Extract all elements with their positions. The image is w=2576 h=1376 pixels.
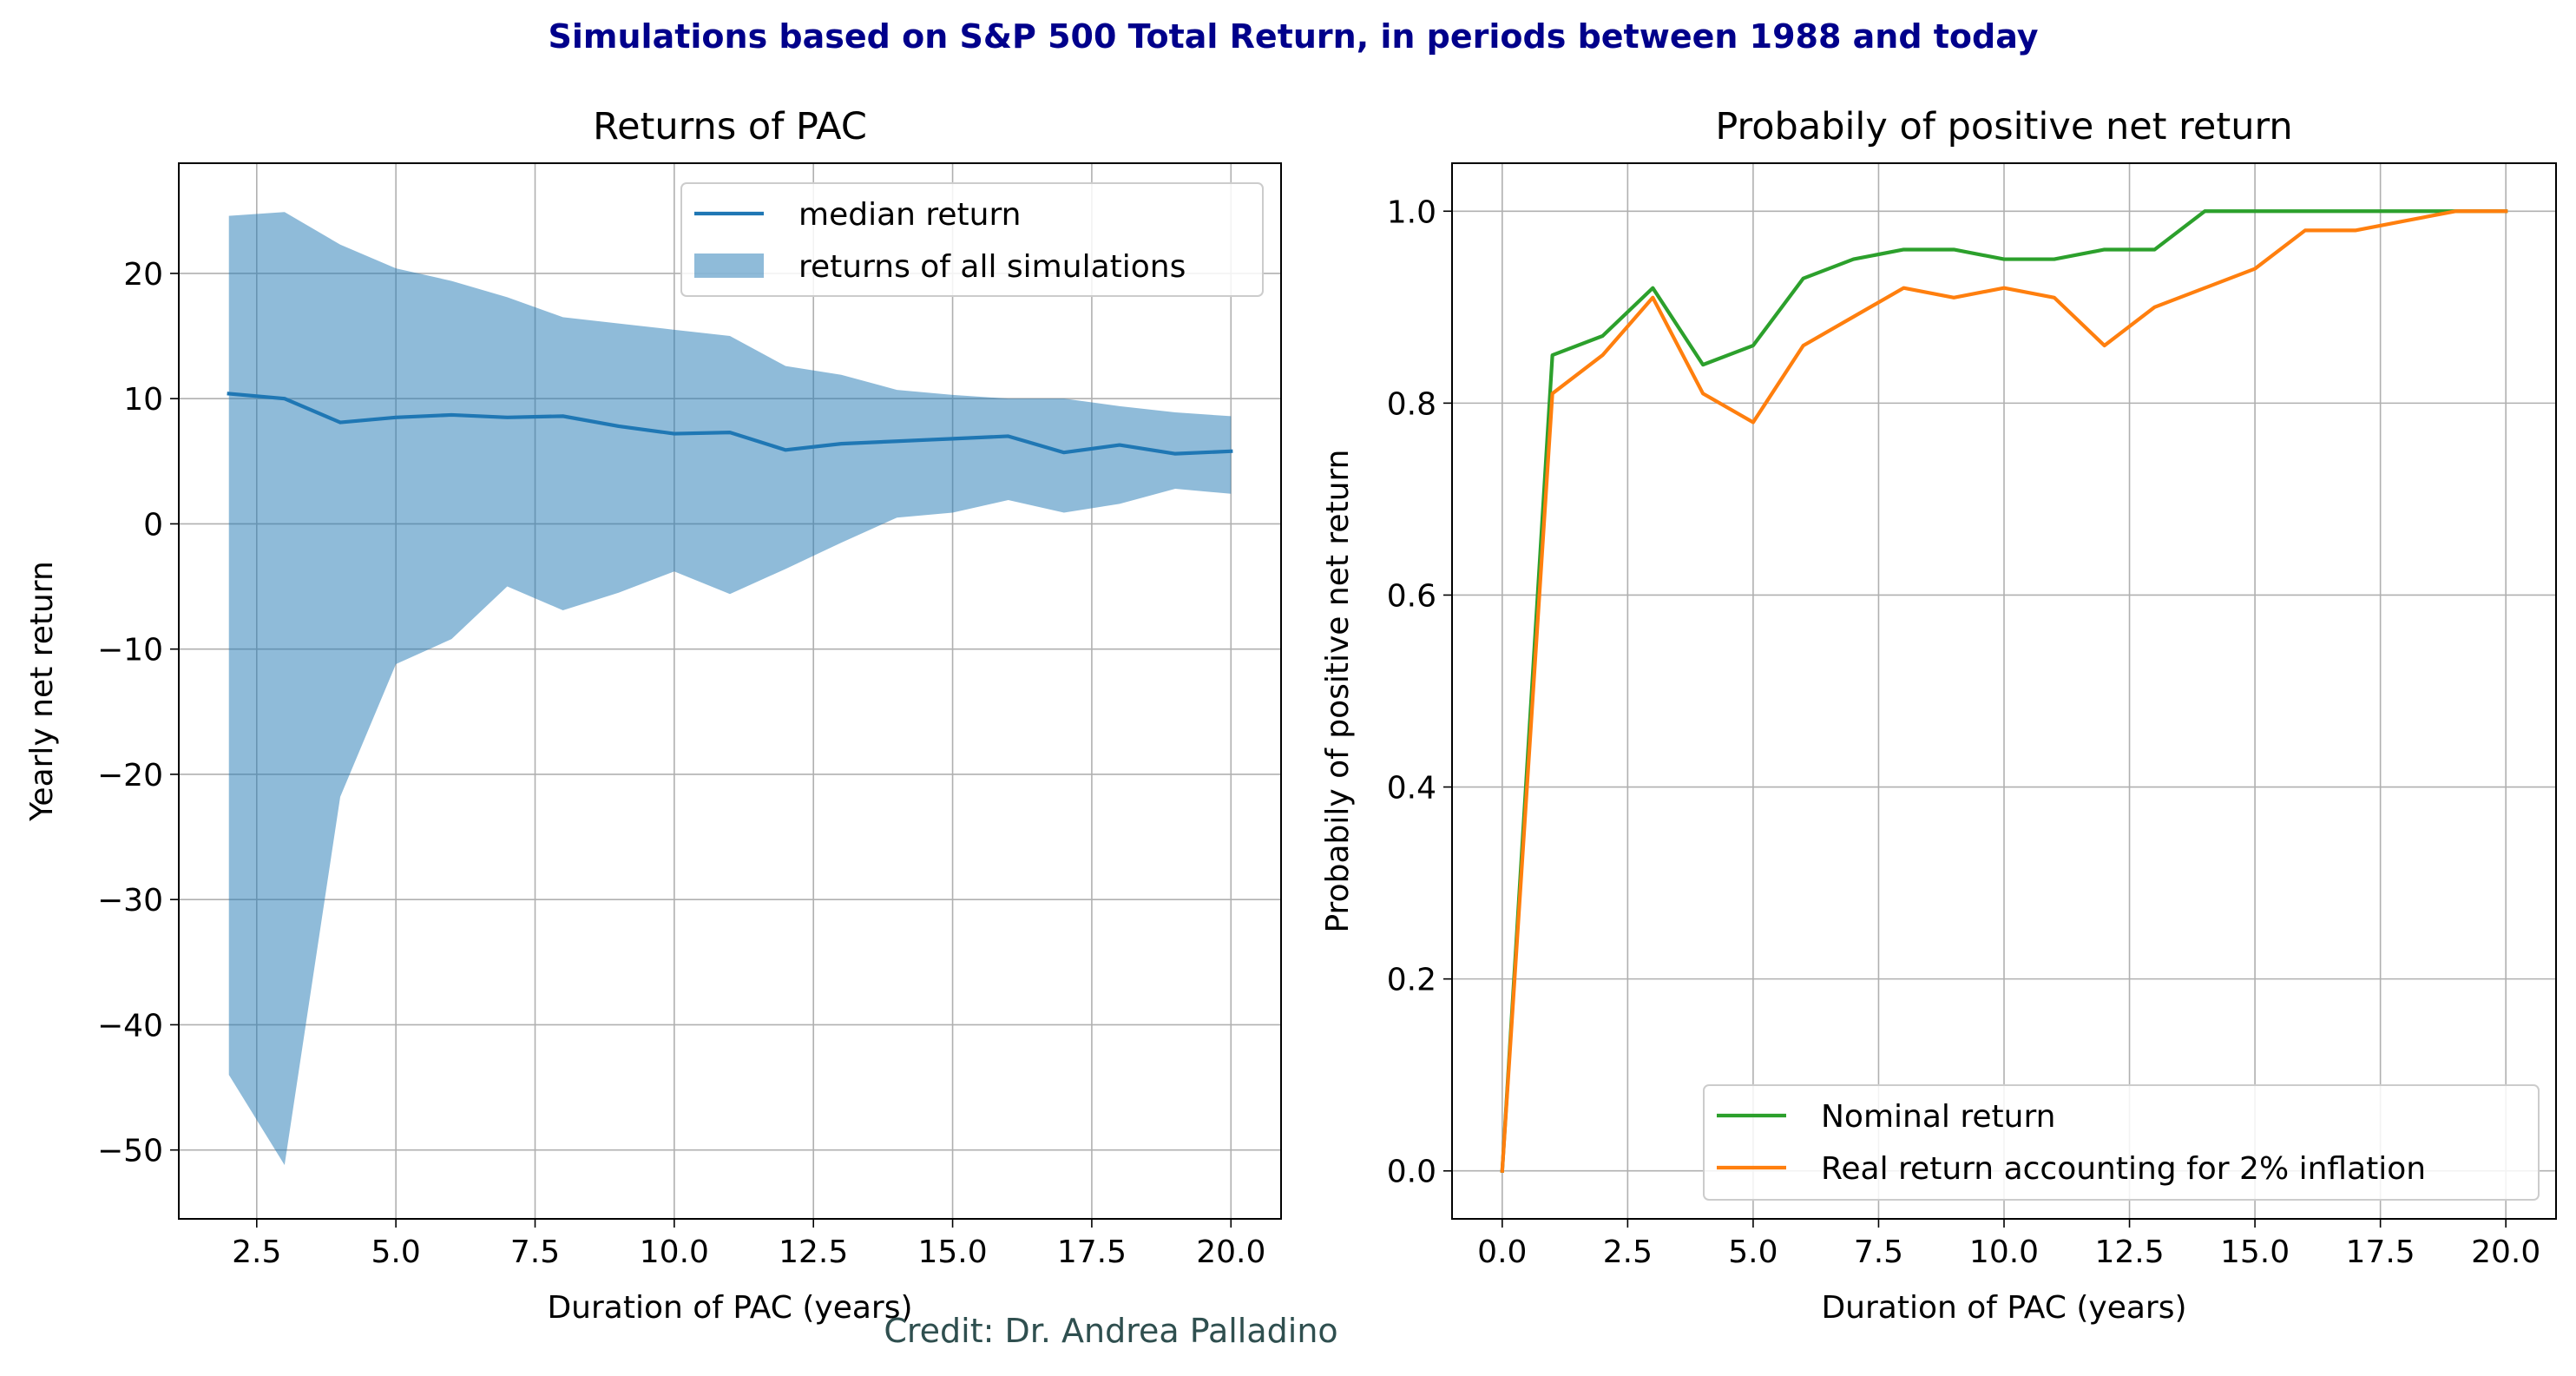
y-tick-label: −40 <box>97 1008 163 1044</box>
y-tick-label: −50 <box>97 1134 163 1169</box>
x-tick-label: 20.0 <box>1196 1234 1265 1270</box>
x-tick-label: 12.5 <box>779 1234 848 1270</box>
x-tick-label: 15.0 <box>2220 1234 2290 1270</box>
chart-title: Returns of PAC <box>593 105 867 148</box>
legend: median return returns of all simulations <box>680 182 1264 297</box>
y-tick-label: 0.8 <box>1387 386 1436 422</box>
x-tick-label: 10.0 <box>640 1234 709 1270</box>
y-tick-label: 20 <box>123 257 163 293</box>
x-tick-label: 7.5 <box>1854 1234 1903 1270</box>
y-tick-label: −20 <box>97 758 163 793</box>
y-tick-label: 0.2 <box>1387 963 1436 998</box>
x-tick-label: 5.0 <box>1728 1234 1778 1270</box>
x-tick-label: 2.5 <box>1603 1234 1653 1270</box>
legend-label: Nominal return <box>1821 1099 2055 1135</box>
axes-frame <box>178 162 1282 1220</box>
y-axis-label: Yearly net return <box>24 561 60 822</box>
legend: Nominal return Real return accounting for… <box>1703 1084 2540 1201</box>
x-tick-label: 17.5 <box>2346 1234 2415 1270</box>
x-axis-label: Duration of PAC (years) <box>1821 1290 2186 1326</box>
plot-area <box>1500 209 2508 1173</box>
x-tick-label: 17.5 <box>1057 1234 1127 1270</box>
x-tick-label: 7.5 <box>510 1234 560 1270</box>
y-tick-label: 0.6 <box>1387 578 1436 614</box>
x-tick-label: 15.0 <box>917 1234 987 1270</box>
y-tick-label: 0.0 <box>1387 1155 1436 1190</box>
grid <box>1452 163 2556 1219</box>
y-tick-label: 1.0 <box>1387 194 1436 230</box>
x-tick-label: 12.5 <box>2094 1234 2164 1270</box>
x-tick-label: 5.0 <box>371 1234 421 1270</box>
x-tick-label: 10.0 <box>1969 1234 2039 1270</box>
legend-swatch-band <box>694 253 764 278</box>
y-tick-label: 0 <box>143 507 163 543</box>
legend-box <box>680 182 1264 297</box>
y-tick-label: −30 <box>97 883 163 918</box>
legend-label: Real return accounting for 2% inflation <box>1821 1151 2426 1187</box>
y-tick-label: 0.4 <box>1387 771 1436 807</box>
figure-suptitle: Simulations based on S&P 500 Total Retur… <box>549 17 2039 56</box>
x-tick-label: 20.0 <box>2471 1234 2540 1270</box>
chart-returns-of-pac: 2.5 5.0 7.5 10.0 12.5 15.0 17.5 20.0 −50 −40 −30 −2… <box>24 105 1282 1326</box>
legend-label: returns of all simulations <box>798 249 1186 285</box>
x-axis-label: Duration of PAC (years) <box>547 1290 912 1326</box>
y-axis-label: Probabily of positive net return <box>1320 449 1356 932</box>
line-median-return <box>227 392 1233 456</box>
figure-credit: Credit: Dr. Andrea Palladino <box>884 1312 1337 1350</box>
line-real-return-accounting-for-2-inflation <box>1500 209 2508 1173</box>
band-returns-of-all-simulations <box>228 212 1232 1165</box>
y-tick-label: 10 <box>123 382 163 418</box>
x-tick-label: 0.0 <box>1477 1234 1527 1270</box>
chart-probability-positive-return: 0.0 2.5 5.0 7.5 10.0 12.5 15.0 17.5 20.0 0.0 0.2 0.… <box>1320 105 2557 1326</box>
legend-box <box>1703 1084 2540 1201</box>
y-tick-label: −10 <box>97 633 163 668</box>
x-tick-label: 2.5 <box>232 1234 281 1270</box>
legend-label: median return <box>798 197 1021 233</box>
line-nominal-return <box>1500 209 2508 1173</box>
chart-title: Probabily of positive net return <box>1715 105 2292 148</box>
plot-area <box>227 212 1233 1165</box>
